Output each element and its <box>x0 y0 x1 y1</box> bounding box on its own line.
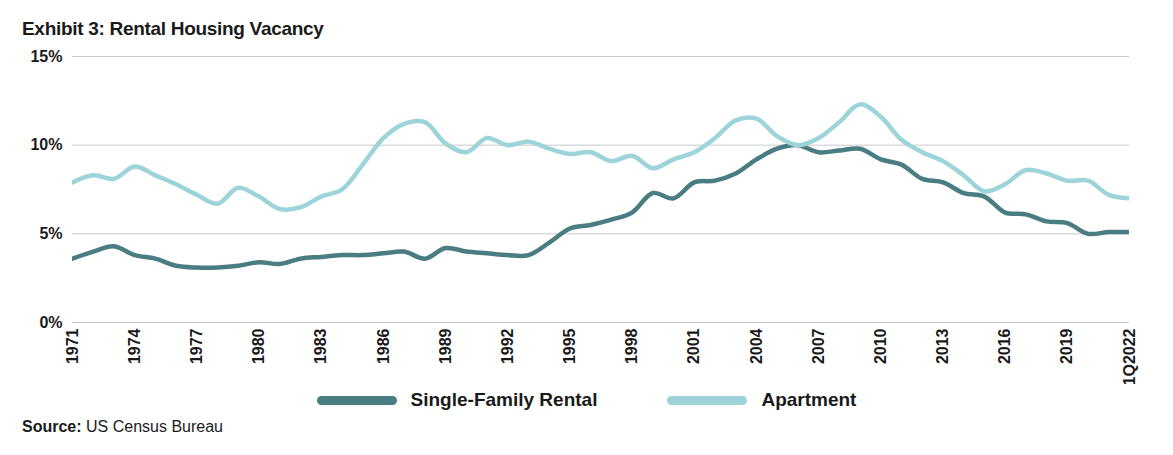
svg-text:2016: 2016 <box>996 328 1013 364</box>
svg-text:10%: 10% <box>30 136 62 153</box>
svg-text:1974: 1974 <box>126 328 143 364</box>
svg-text:1992: 1992 <box>499 328 516 364</box>
html-text:Apartment: Apartment <box>761 389 857 410</box>
html-text:Exhibit 3: Rental Housing Vaca: Exhibit 3: Rental Housing Vacancy <box>22 18 324 39</box>
svg-text:1986: 1986 <box>375 328 392 364</box>
html-text:Source: US Census Bureau: Source: US Census Bureau <box>22 418 223 435</box>
svg-text:1980: 1980 <box>250 328 267 364</box>
svg-text:1Q2022: 1Q2022 <box>1121 328 1138 384</box>
svg-text:5%: 5% <box>39 225 62 242</box>
svg-text:2010: 2010 <box>872 328 889 364</box>
svg-text:0%: 0% <box>39 314 62 331</box>
svg-text:2013: 2013 <box>934 328 951 364</box>
svg-text:1971: 1971 <box>64 328 81 364</box>
svg-text:2001: 2001 <box>685 328 702 364</box>
svg-text:1995: 1995 <box>561 328 578 364</box>
svg-text:15%: 15% <box>30 48 62 65</box>
svg-text:1983: 1983 <box>312 328 329 364</box>
svg-text:2004: 2004 <box>748 328 765 364</box>
svg-text:1998: 1998 <box>623 328 640 364</box>
html-text:Single-Family Rental: Single-Family Rental <box>410 389 598 410</box>
svg-text:1977: 1977 <box>188 328 205 364</box>
svg-text:1989: 1989 <box>437 328 454 364</box>
svg-text:2007: 2007 <box>810 328 827 364</box>
svg-text:2019: 2019 <box>1058 328 1075 364</box>
